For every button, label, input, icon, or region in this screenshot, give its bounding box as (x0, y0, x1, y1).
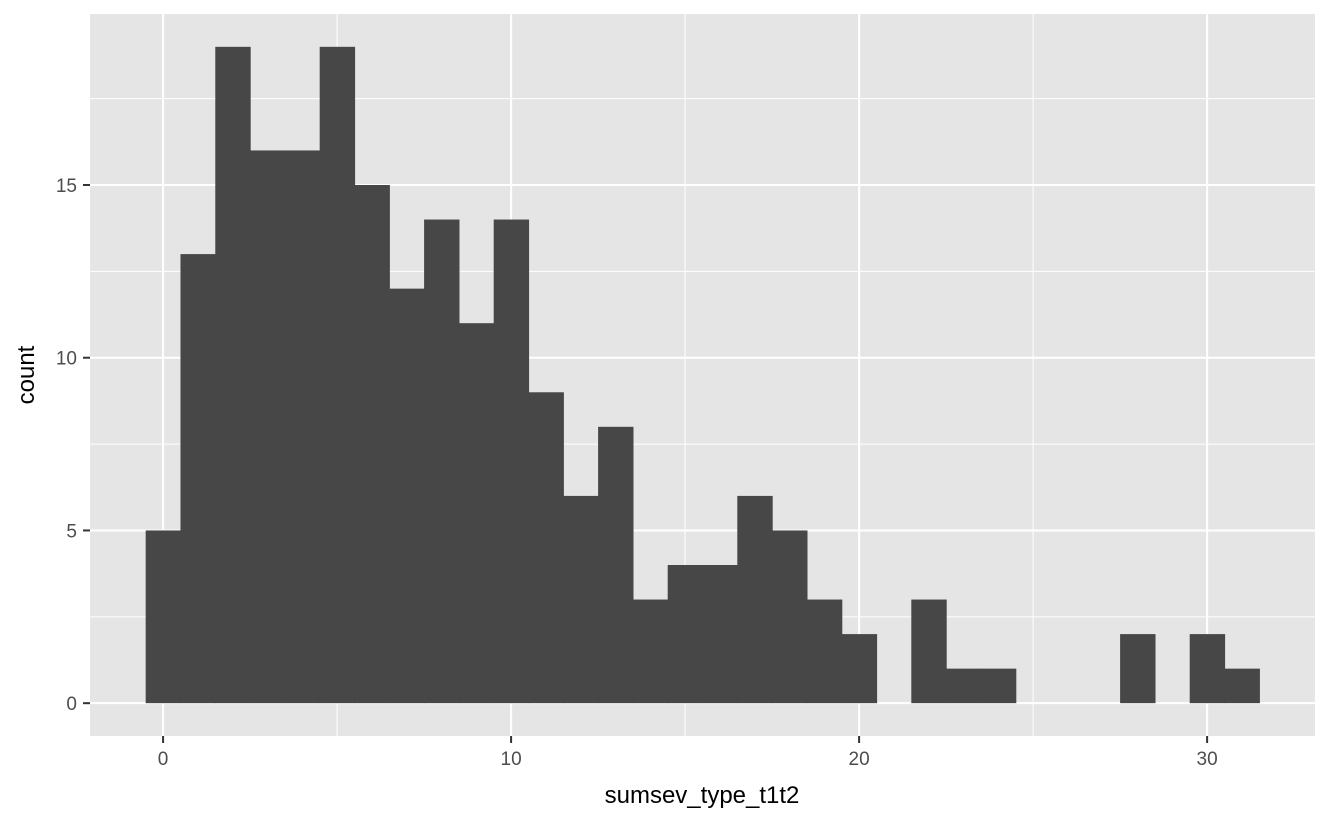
x-tick-label: 10 (501, 749, 522, 770)
histogram-bar (667, 565, 704, 704)
histogram-bar (354, 185, 390, 704)
y-tick-label: 0 (66, 694, 77, 715)
histogram-bar (598, 426, 634, 704)
y-tick-label: 10 (56, 349, 77, 370)
x-axis-title: sumsev_type_t1t2 (605, 782, 800, 809)
histogram-bars (145, 46, 1260, 704)
histogram-bar (841, 634, 878, 704)
histogram-bar (632, 599, 669, 704)
histogram-bar (1189, 634, 1226, 704)
histogram-bar (528, 392, 564, 704)
histogram-bar (250, 150, 286, 704)
histogram-bar (737, 495, 773, 704)
histogram-bar (1224, 668, 1260, 704)
x-tick-label: 20 (849, 749, 870, 770)
y-tick-label: 15 (56, 176, 77, 197)
y-axis: 0 5 10 15 (56, 176, 90, 715)
histogram-bar (493, 219, 530, 704)
histogram-bar (911, 599, 947, 704)
histogram-bar (806, 599, 843, 704)
x-tick-label: 0 (158, 749, 169, 770)
major-gridlines (90, 14, 1315, 736)
x-axis: 0 10 20 30 (158, 736, 1218, 770)
histogram-bar (284, 150, 321, 704)
histogram-bar (702, 565, 738, 704)
histogram-bar (145, 530, 182, 704)
histogram-bar (772, 530, 808, 704)
histogram-bar (319, 46, 356, 704)
histogram-bar (563, 495, 599, 704)
histogram-bar (180, 254, 216, 704)
histogram-bar (980, 668, 1017, 704)
histogram-bar (424, 219, 460, 704)
histogram-bar (458, 323, 495, 704)
y-tick-label: 5 (66, 521, 77, 542)
histogram-bar (215, 46, 251, 704)
histogram-bar (946, 668, 982, 704)
x-tick-label: 30 (1197, 749, 1218, 770)
histogram-bar (389, 288, 425, 704)
y-axis-title: count (13, 345, 40, 404)
histogram-bar (1120, 634, 1156, 704)
